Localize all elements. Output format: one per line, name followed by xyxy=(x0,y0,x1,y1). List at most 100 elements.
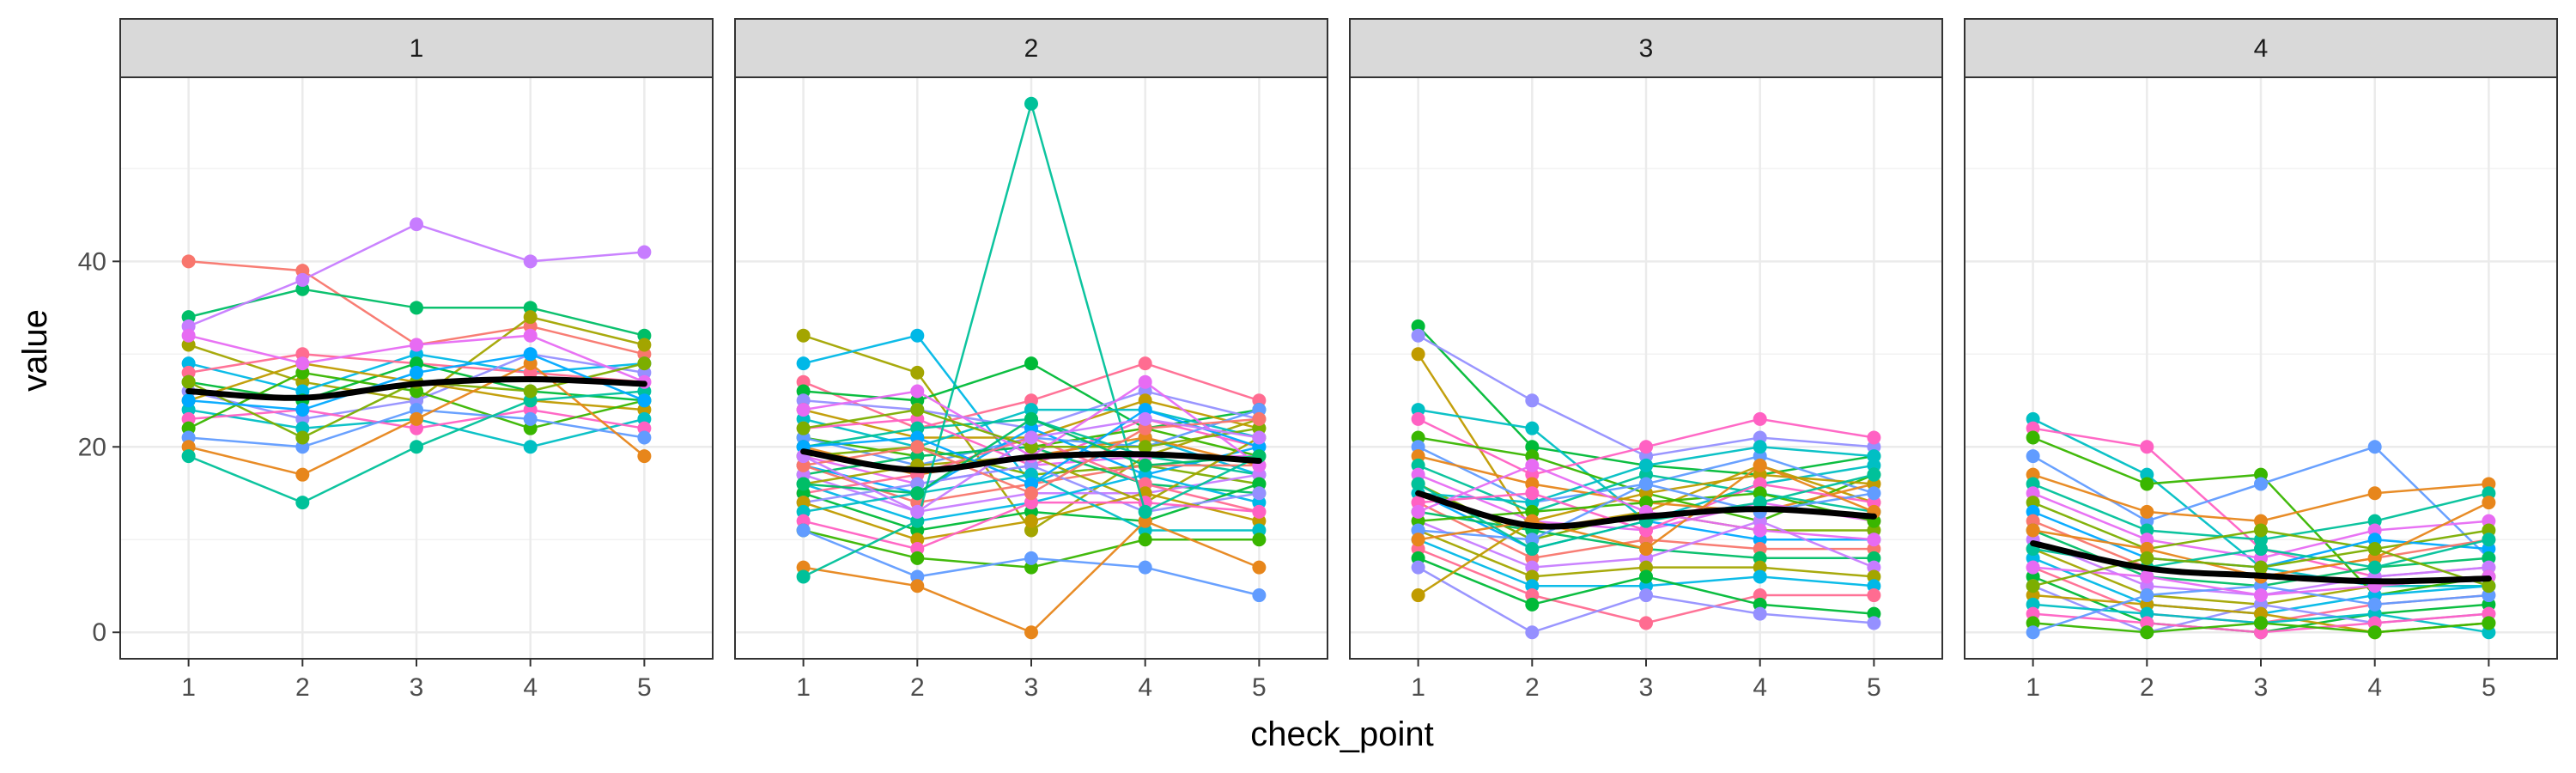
x-tick-label: 1 xyxy=(796,673,811,702)
x-tick-label: 3 xyxy=(2254,673,2269,702)
data-point xyxy=(1024,430,1038,445)
data-point xyxy=(796,477,811,491)
data-point xyxy=(796,421,811,435)
x-tick-label: 4 xyxy=(1138,673,1152,702)
data-point xyxy=(523,347,538,362)
data-point xyxy=(1252,560,1267,575)
data-point xyxy=(2367,597,2382,612)
data-point xyxy=(2482,533,2496,547)
data-point xyxy=(1639,458,1653,472)
data-point xyxy=(2026,449,2040,464)
data-point xyxy=(2140,569,2154,584)
data-point xyxy=(1252,504,1267,519)
data-point xyxy=(523,328,538,343)
x-tick-label: 4 xyxy=(2367,673,2382,702)
x-tick-label: 4 xyxy=(1753,673,1767,702)
data-point xyxy=(295,467,310,482)
data-point xyxy=(1867,486,1881,501)
data-point xyxy=(910,365,925,380)
data-point xyxy=(2367,625,2382,640)
data-point xyxy=(2140,588,2154,603)
data-point xyxy=(910,403,925,417)
data-point xyxy=(410,440,423,454)
x-axis-title: check_point xyxy=(1250,715,1433,753)
data-point xyxy=(1525,393,1540,408)
data-point xyxy=(1138,504,1152,519)
data-point xyxy=(2026,579,2040,593)
x-tick-label: 2 xyxy=(1525,673,1540,702)
data-point xyxy=(910,551,925,565)
data-point xyxy=(181,328,196,343)
facet-strip xyxy=(1349,18,1943,78)
data-point xyxy=(637,449,652,464)
facet-strip-label: 2 xyxy=(1024,34,1039,63)
data-point xyxy=(1411,328,1425,343)
data-point xyxy=(410,301,423,315)
data-point xyxy=(2367,440,2382,454)
data-point xyxy=(1525,421,1540,435)
y-tick-label: 20 xyxy=(78,433,106,461)
data-point xyxy=(2140,551,2154,565)
data-point xyxy=(1411,588,1425,603)
data-point xyxy=(523,440,538,454)
data-point xyxy=(2482,616,2496,630)
data-point xyxy=(1639,588,1653,603)
data-point xyxy=(1753,606,1767,621)
data-point xyxy=(1753,458,1767,472)
data-point xyxy=(181,449,196,464)
data-point xyxy=(410,411,423,426)
data-point xyxy=(1639,477,1653,491)
data-point xyxy=(1525,542,1540,557)
data-point xyxy=(910,440,925,454)
data-point xyxy=(1138,458,1152,472)
y-axis-title: value xyxy=(16,309,54,392)
data-point xyxy=(1411,560,1425,575)
data-point xyxy=(796,403,811,417)
data-point xyxy=(910,504,925,519)
data-point xyxy=(796,328,811,343)
data-point xyxy=(1024,514,1038,528)
data-point xyxy=(637,338,652,352)
data-point xyxy=(910,328,925,343)
data-point xyxy=(1753,496,1767,510)
x-tick-label: 3 xyxy=(1024,673,1039,702)
data-point xyxy=(2026,523,2040,538)
x-tick-label: 1 xyxy=(181,673,196,702)
facet-strip xyxy=(734,18,1328,78)
data-point xyxy=(637,245,652,259)
data-point xyxy=(1138,356,1152,371)
data-point xyxy=(637,430,652,445)
facet-strip-label: 1 xyxy=(410,34,424,63)
data-point xyxy=(2367,560,2382,575)
data-point xyxy=(2254,560,2268,575)
data-point xyxy=(637,393,652,408)
data-point xyxy=(1753,569,1767,584)
data-point xyxy=(1252,588,1267,603)
data-point xyxy=(1138,411,1152,426)
data-point xyxy=(1639,569,1653,584)
data-point xyxy=(796,356,811,371)
data-point xyxy=(523,310,538,325)
data-point xyxy=(1639,616,1653,630)
data-point xyxy=(1867,449,1881,464)
facet-panel-2: 2 1 2 3 4 5 xyxy=(734,18,1328,702)
x-tick-label: 1 xyxy=(1411,673,1425,702)
x-tick-label: 5 xyxy=(2482,673,2496,702)
data-point xyxy=(181,393,196,408)
data-point xyxy=(1252,533,1267,547)
x-tick-label: 1 xyxy=(2026,673,2040,702)
smooth-trend-line xyxy=(1415,490,1877,530)
data-point xyxy=(1867,533,1881,547)
data-point xyxy=(910,486,925,501)
data-point xyxy=(2482,496,2496,510)
data-point xyxy=(523,254,538,269)
data-point xyxy=(2254,616,2268,630)
data-point xyxy=(1138,440,1152,454)
data-point xyxy=(181,254,196,269)
facet-panel-1: 1 1 2 3 4 5 0 20 40 xyxy=(78,18,714,702)
data-point xyxy=(796,523,811,538)
smooth-trend-line xyxy=(800,448,1262,473)
data-point xyxy=(1867,616,1881,630)
